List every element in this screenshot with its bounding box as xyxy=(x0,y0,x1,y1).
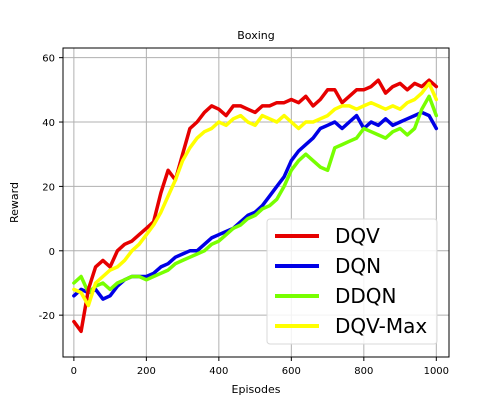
x-tick-label: 1000 xyxy=(424,366,449,377)
legend-label: DQV xyxy=(335,224,380,248)
y-tick-label: -20 xyxy=(39,311,55,322)
x-tick-label: 200 xyxy=(137,366,156,377)
x-tick-label: 600 xyxy=(282,366,301,377)
x-tick-label: 400 xyxy=(209,366,228,377)
y-axis-title: Reward xyxy=(8,182,21,223)
tick-layer: 0 200 400 600 800 1000 -20 0 20 40 60 xyxy=(39,54,449,377)
y-tick-label: 60 xyxy=(42,54,55,65)
legend-label: DQV-Max xyxy=(335,314,427,338)
series-line-dqv-max xyxy=(72,81,439,308)
series-layer xyxy=(72,78,439,334)
x-tick-label: 0 xyxy=(71,366,77,377)
legend-box xyxy=(266,218,438,345)
legend-label: DQN xyxy=(335,254,381,278)
series-line-dqv xyxy=(72,78,439,334)
legend: DQV DQN DDQN DQV-Max xyxy=(266,218,438,345)
chart-title: Boxing xyxy=(237,29,274,42)
y-tick-label: 40 xyxy=(42,118,55,129)
legend-label: DDQN xyxy=(335,284,397,308)
x-tick-label: 800 xyxy=(354,366,373,377)
series-line-ddqn xyxy=(72,94,439,295)
y-tick-label: 0 xyxy=(49,247,55,258)
x-axis-title: Episodes xyxy=(232,383,281,396)
y-tick-label: 20 xyxy=(42,182,55,193)
plot-frame xyxy=(62,47,450,358)
